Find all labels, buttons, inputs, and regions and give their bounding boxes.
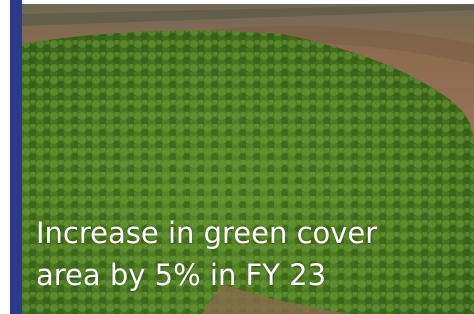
accent-bar bbox=[10, 0, 22, 314]
caption: Increase in green cover area by 5% in FY… bbox=[36, 212, 377, 296]
caption-line: area by 5% in FY 23 bbox=[36, 254, 377, 296]
caption-line: Increase in green cover bbox=[36, 212, 377, 254]
slide: Increase in green cover area by 5% in FY… bbox=[0, 0, 474, 314]
